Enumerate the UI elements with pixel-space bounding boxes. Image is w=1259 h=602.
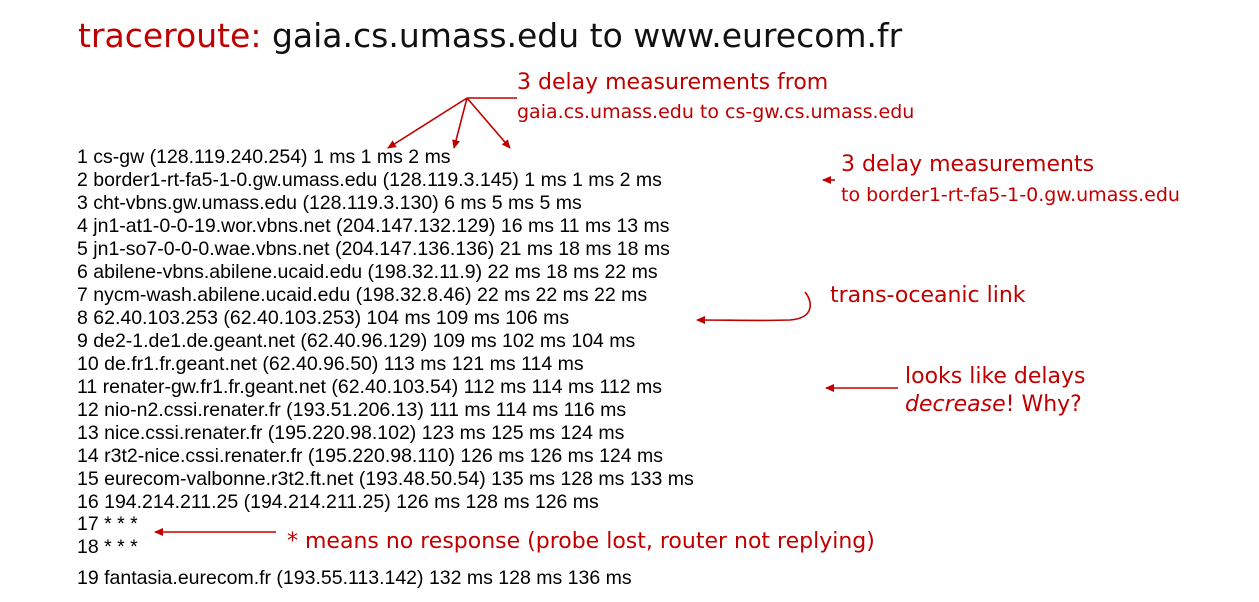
route-hop-8: 8 62.40.103.253 (62.40.103.253) 104 ms 1… [77,307,570,329]
annotation-trans-oceanic: trans-oceanic link [830,283,1026,308]
trans-oceanic-arrow [696,291,811,325]
route-hop-9: 9 de2-1.de1.de.geant.net (62.40.96.129) … [77,330,636,352]
route-hop-4: 4 jn1-at1-0-0-19.wor.vbns.net (204.147.1… [77,215,670,237]
route-hop-17: 17 * * * [77,513,138,535]
annotation-decrease-line1: looks like delays [905,364,1086,389]
title-text: gaia.cs.umass.edu to www.eurecom.fr [261,16,903,55]
route-hop-15: 15 eurecom-valbonne.r3t2.ft.net (193.48.… [77,468,694,490]
route-hop-7: 7 nycm-wash.abilene.ucaid.edu (198.32.8.… [77,284,648,306]
annotation-decrease-emphasis: decrease [905,392,1006,417]
annotation-second-hop-line1: 3 delay measurements [841,152,1095,177]
route-hop-13: 13 nice.cssi.renater.fr (195.220.98.102)… [77,422,625,444]
annotation-first-hop-line1: 3 delay measurements from [517,70,829,95]
first-hop-arrow-3 [466,97,511,149]
title-keyword: traceroute: [78,16,262,55]
route-hop-18: 18 * * * [77,536,138,558]
route-hop-3: 3 cht-vbns.gw.umass.edu (128.119.3.130) … [77,192,582,214]
route-hop-2: 2 border1-rt-fa5-1-0.gw.umass.edu (128.1… [77,169,662,191]
route-hop-19: 19 fantasia.eurecom.fr (193.55.113.142) … [77,567,632,589]
annotation-no-response: * means no response (probe lost, router … [287,529,875,554]
route-hop-10: 10 de.fr1.fr.geant.net (62.40.96.50) 113… [77,353,584,375]
route-hop-11: 11 renater-gw.fr1.fr.geant.net (62.40.10… [77,376,662,398]
first-hop-arrow-1 [387,97,468,149]
annotation-second-hop-line2: to border1-rt-fa5-1-0.gw.umass.edu [841,184,1180,206]
route-hop-6: 6 abilene-vbns.abilene.ucaid.edu (198.32… [77,261,658,283]
first-hop-arrow-2 [452,97,468,149]
annotation-decrease-suffix: ! Why? [1005,392,1082,417]
route-hop-14: 14 r3t2-nice.cssi.renater.fr (195.220.98… [77,445,664,467]
route-hop-12: 12 nio-n2.cssi.renater.fr (193.51.206.13… [77,399,627,421]
slide-title: traceroute: gaia.cs.umass.edu to www.eur… [78,14,902,58]
route-hop-5: 5 jn1-so7-0-0-0.wae.vbns.net (204.147.13… [77,238,670,260]
annotation-first-hop-line2: gaia.cs.umass.edu to cs-gw.cs.umass.edu [517,101,915,123]
first-hop-arrows [387,97,517,149]
annotation-decrease-line2: decrease! Why? [905,391,1082,418]
route-hop-16: 16 194.214.211.25 (194.214.211.25) 126 m… [77,491,599,513]
route-hop-1: 1 cs-gw (128.119.240.254) 1 ms 1 ms 2 ms [77,146,451,168]
